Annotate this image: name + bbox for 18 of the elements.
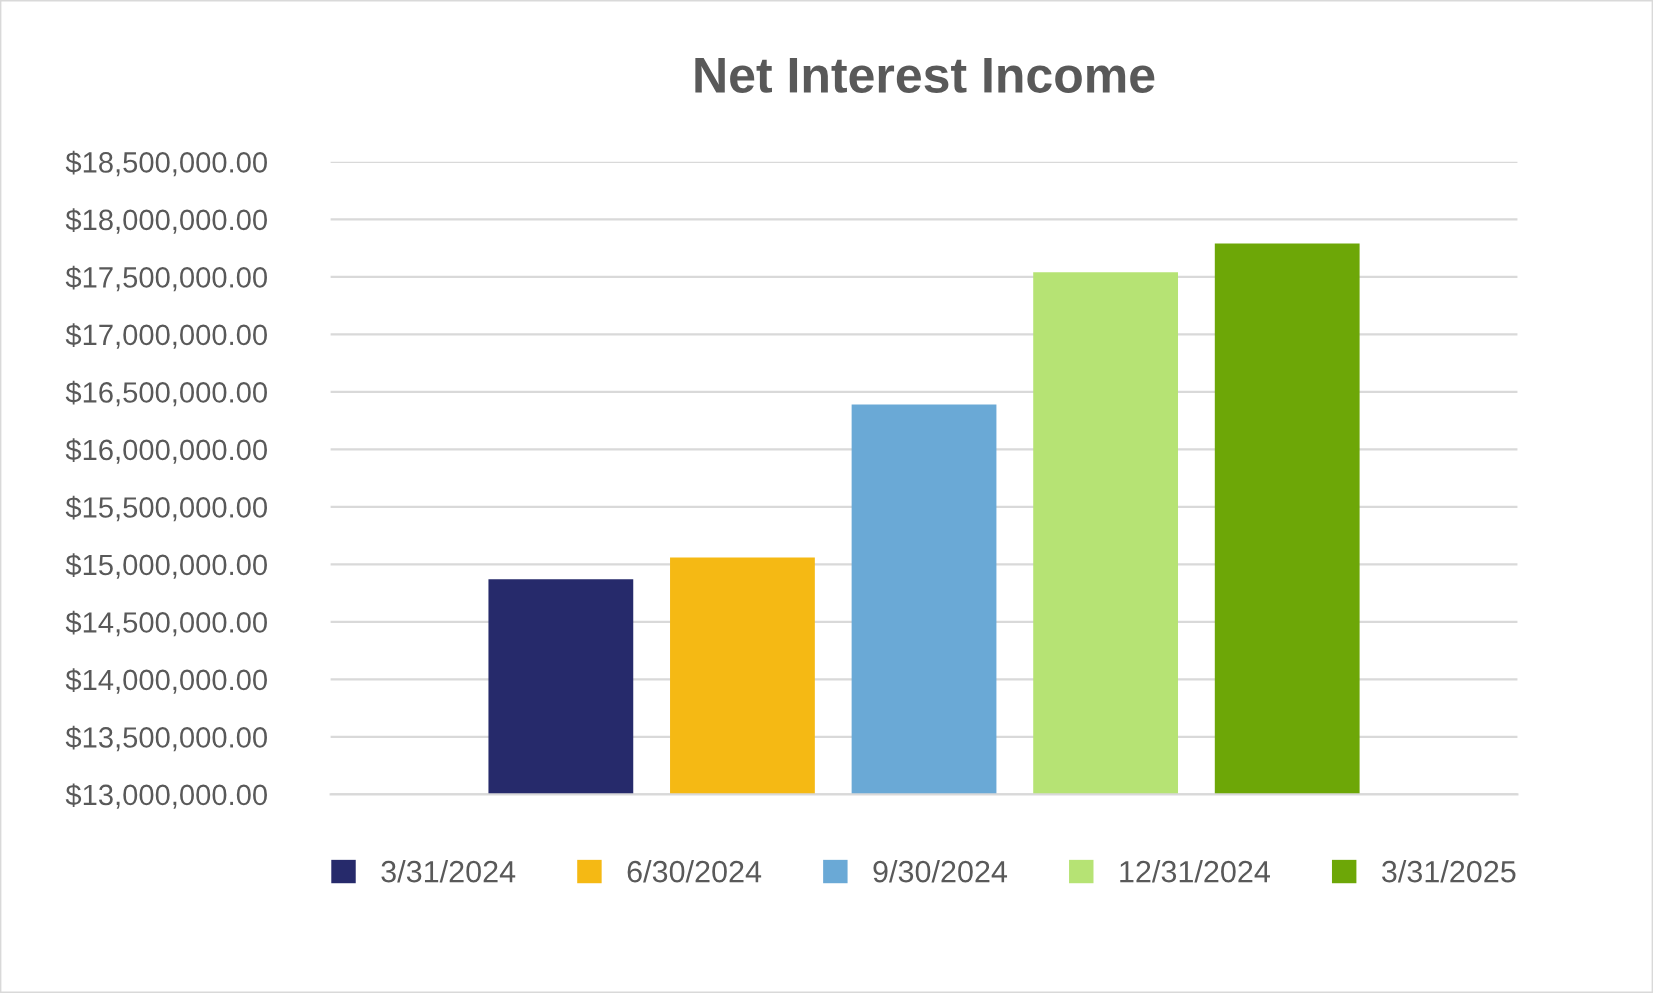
legend-label: 3/31/2024 [381,860,516,883]
y-tick-label: $17,000,000.00 [65,323,267,349]
legend-label: 6/30/2024 [627,860,762,883]
chart-title: Net Interest Income [695,58,1155,93]
y-tick-label: $16,000,000.00 [65,438,267,464]
legend-label: 12/31/2024 [1120,860,1270,883]
y-tick-label: $14,000,000.00 [65,668,267,694]
y-tick-label: $15,500,000.00 [65,495,267,522]
y-tick-label: $15,000,000.00 [65,553,267,579]
legend-label: 3/31/2025 [1382,860,1516,883]
y-tick-label: $13,000,000.00 [65,783,267,809]
legend-label: 9/30/2024 [873,860,1008,883]
y-tick-label: $18,500,000.00 [65,150,267,177]
y-tick-label: $18,000,000.00 [65,208,267,234]
y-tick-label: $13,500,000.00 [65,725,267,752]
y-tick-label: $16,500,000.00 [65,380,267,407]
y-tick-label: $17,500,000.00 [65,265,267,292]
y-tick-label: $14,500,000.00 [65,610,267,637]
